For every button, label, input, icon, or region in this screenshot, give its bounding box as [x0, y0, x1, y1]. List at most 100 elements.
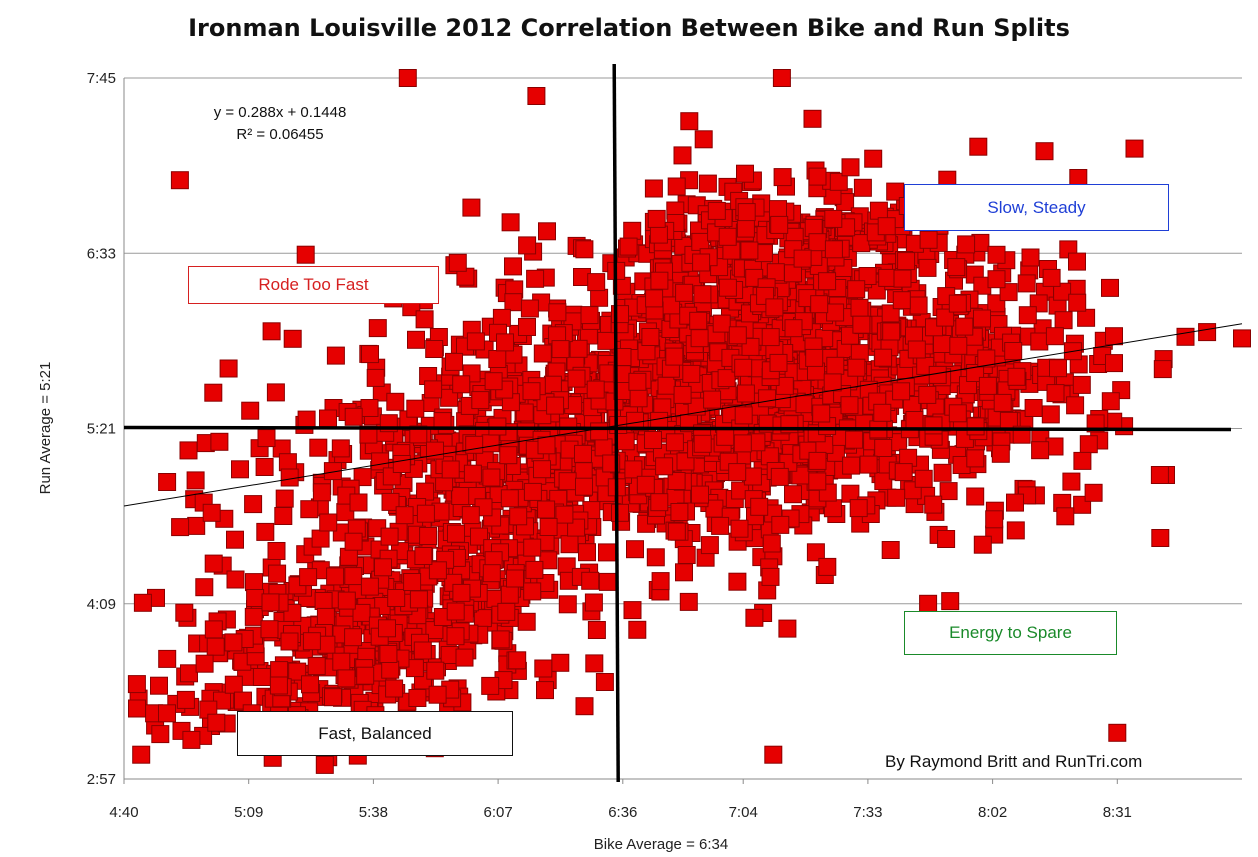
data-point — [466, 332, 485, 351]
data-point — [657, 376, 676, 395]
data-point — [326, 567, 345, 586]
data-point — [381, 660, 400, 679]
data-point — [344, 532, 363, 551]
data-point — [743, 467, 762, 486]
data-point — [616, 432, 635, 451]
data-point — [567, 369, 586, 388]
data-point — [195, 578, 214, 597]
data-point — [919, 230, 938, 249]
data-point — [598, 543, 616, 562]
data-point — [689, 311, 708, 330]
data-point — [919, 594, 938, 613]
data-point — [171, 518, 190, 537]
data-point — [1084, 483, 1103, 502]
r-squared: R² = 0.06455 — [236, 126, 324, 143]
data-point — [667, 177, 686, 196]
data-point — [978, 376, 997, 395]
data-point — [462, 198, 481, 217]
data-point — [808, 233, 827, 252]
data-point — [716, 427, 735, 446]
data-point — [158, 649, 177, 668]
data-point — [690, 329, 709, 348]
data-point — [187, 516, 206, 535]
data-point — [728, 326, 747, 345]
data-point — [914, 469, 933, 488]
data-point — [665, 347, 684, 366]
data-point — [349, 493, 368, 512]
data-point — [575, 697, 594, 716]
data-point — [260, 620, 279, 639]
data-point — [771, 515, 790, 534]
data-point — [578, 543, 596, 562]
data-point — [937, 530, 956, 548]
data-point — [949, 336, 968, 355]
data-point — [665, 433, 684, 452]
data-point — [734, 358, 753, 377]
data-point — [717, 369, 736, 388]
data-point — [275, 489, 294, 508]
data-point — [847, 280, 866, 299]
quadrant-label-fast-balanced: Fast, Balanced — [237, 711, 513, 756]
data-point — [936, 308, 955, 327]
data-point — [385, 679, 404, 698]
bike-average-line — [612, 63, 620, 783]
x-tick-label: 6:07 — [483, 804, 512, 821]
data-point — [581, 571, 600, 590]
data-point — [677, 546, 696, 564]
data-point — [948, 294, 967, 313]
data-point — [859, 455, 878, 474]
data-point — [1153, 360, 1172, 379]
data-point — [170, 171, 189, 190]
data-point — [359, 425, 378, 444]
data-point — [1024, 399, 1043, 417]
data-point — [595, 673, 614, 691]
data-point — [270, 661, 289, 680]
data-point — [691, 232, 710, 251]
data-point — [826, 356, 845, 375]
data-point — [707, 201, 726, 220]
data-point — [392, 455, 411, 473]
data-point — [1006, 493, 1024, 512]
data-point — [499, 446, 518, 465]
data-point — [645, 289, 664, 308]
data-point — [555, 505, 574, 524]
data-point — [966, 449, 985, 468]
data-point — [366, 368, 385, 387]
data-point — [452, 583, 471, 602]
quadrant-label-slow-steady: Slow, Steady — [904, 184, 1169, 231]
data-point — [523, 482, 542, 501]
data-point — [1105, 327, 1123, 346]
data-point — [448, 253, 467, 272]
data-point — [446, 627, 465, 646]
data-point — [641, 328, 660, 346]
data-point — [428, 685, 447, 704]
data-point — [484, 372, 503, 391]
data-point — [261, 593, 280, 612]
data-point — [649, 225, 668, 244]
x-tick-label: 4:40 — [109, 804, 138, 821]
data-point — [597, 331, 616, 350]
data-point — [536, 681, 554, 700]
data-point — [613, 348, 632, 366]
data-point — [793, 249, 812, 268]
data-point — [918, 258, 937, 277]
data-point — [810, 295, 829, 314]
data-point — [907, 340, 926, 359]
data-point — [1056, 507, 1075, 526]
data-point — [500, 585, 519, 604]
data-point — [371, 452, 390, 471]
overlay-lines — [123, 63, 1243, 783]
data-point — [257, 429, 276, 448]
data-point — [575, 240, 594, 259]
data-point — [711, 516, 730, 535]
data-point — [905, 411, 924, 429]
data-point — [629, 389, 648, 408]
data-point — [985, 510, 1004, 529]
data-point — [416, 482, 435, 501]
y-tick-label: 6:33 — [87, 245, 116, 262]
data-point — [246, 589, 265, 607]
data-point — [182, 730, 201, 749]
data-point — [300, 500, 319, 519]
data-point — [515, 403, 534, 422]
data-point — [1007, 367, 1026, 386]
